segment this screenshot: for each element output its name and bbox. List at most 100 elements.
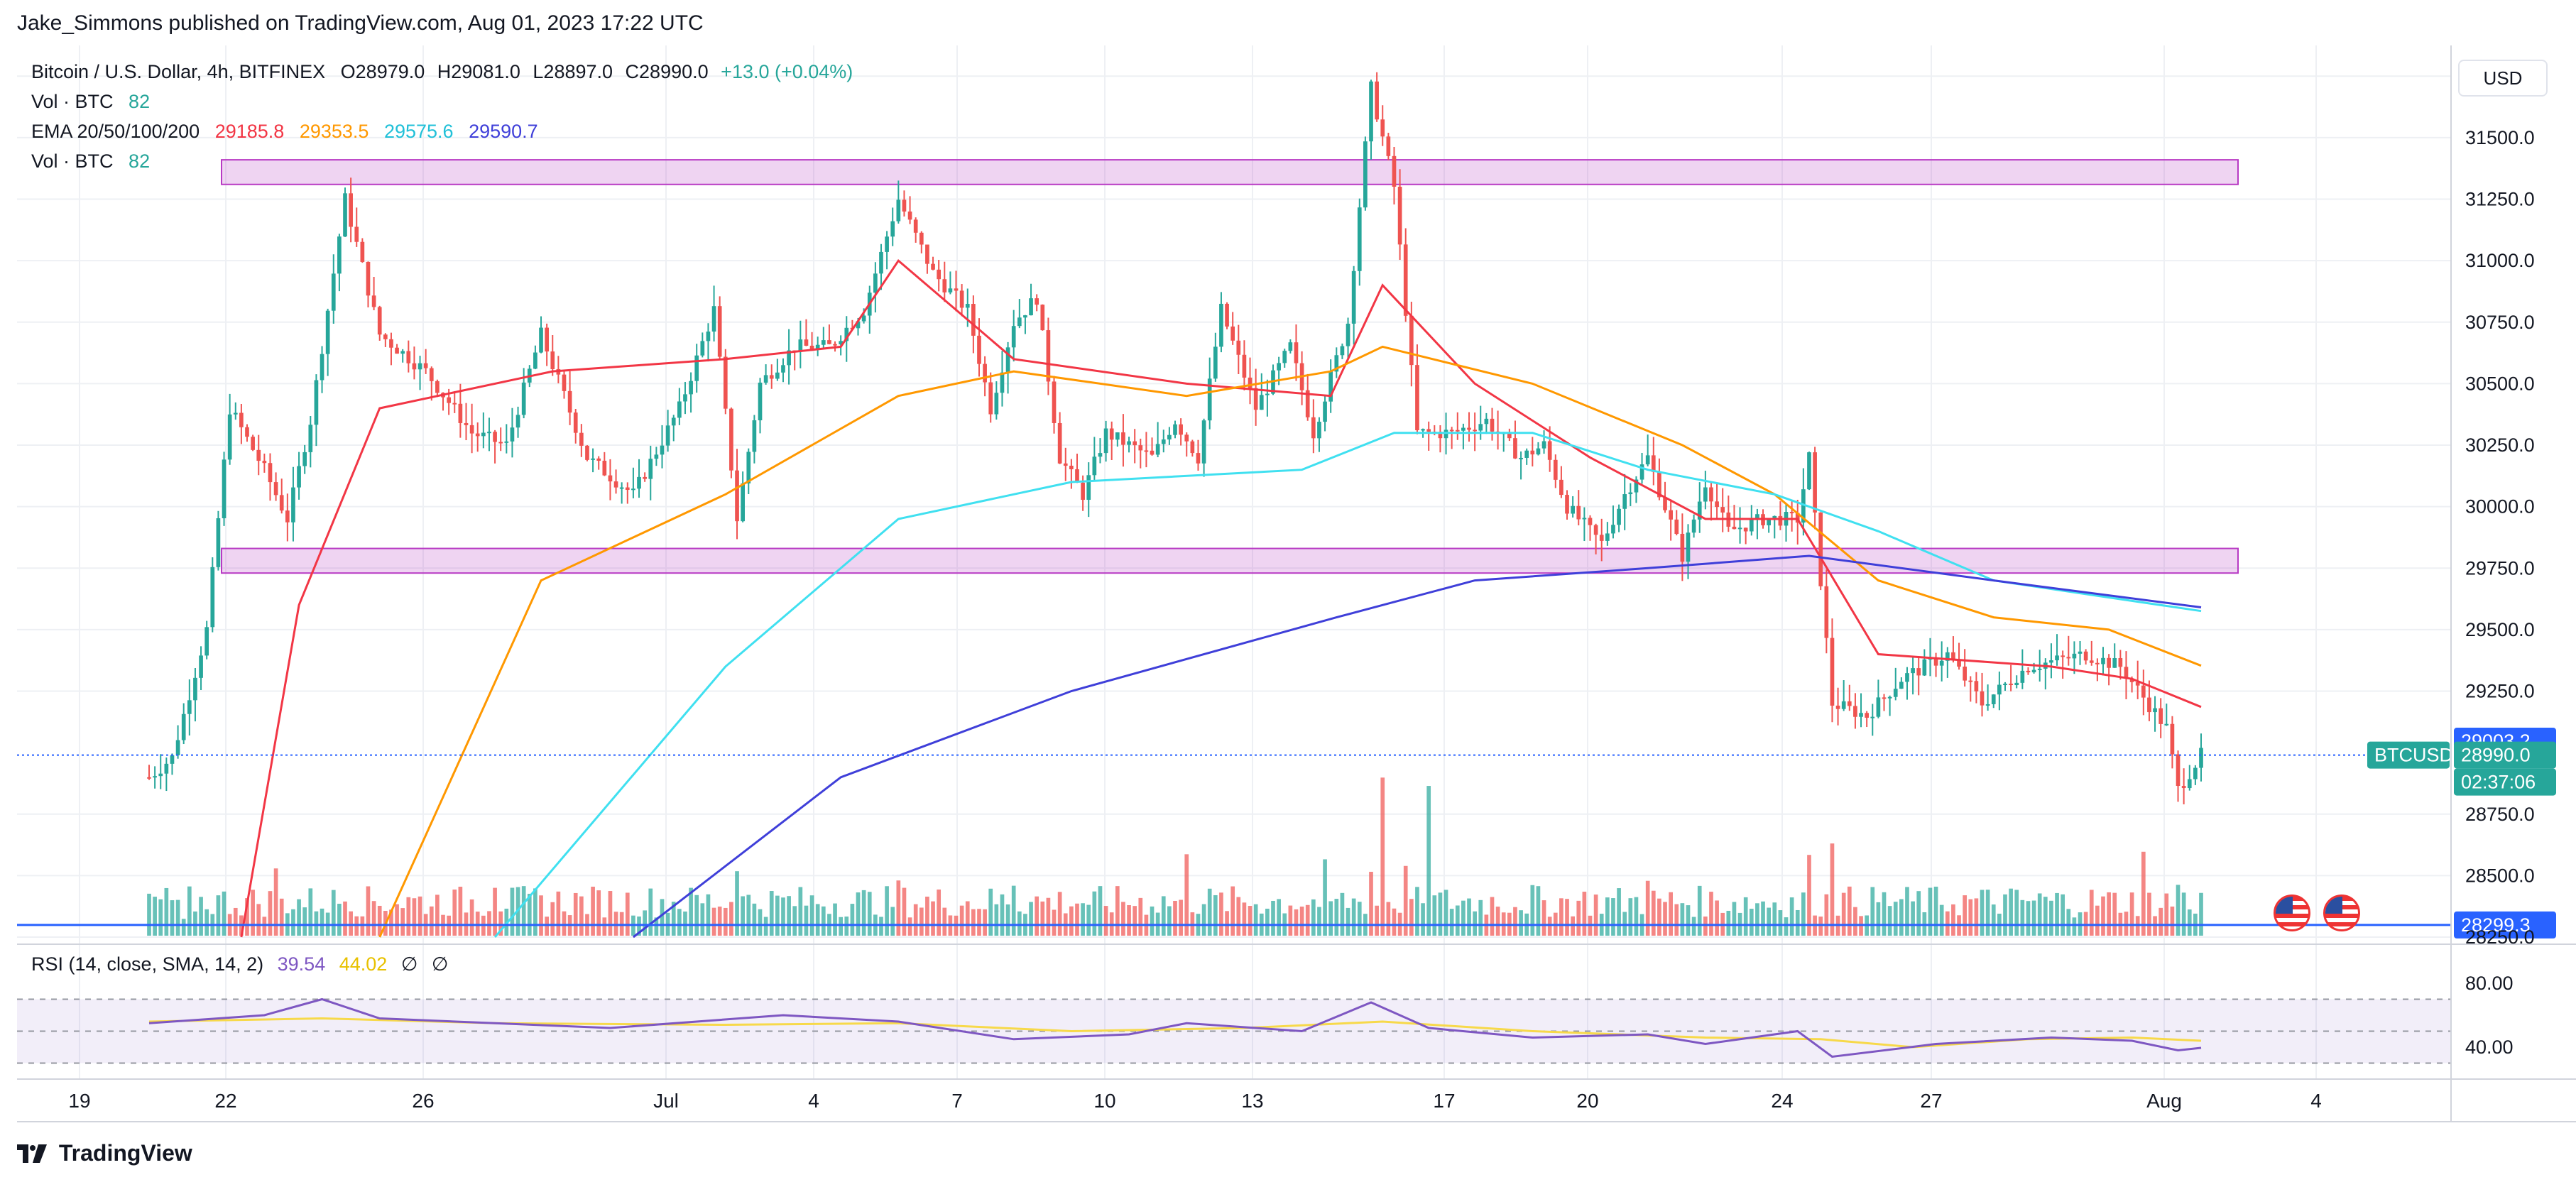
candle-body xyxy=(1421,429,1425,431)
candle-body xyxy=(1265,393,1270,395)
volume-bar xyxy=(187,886,192,936)
currency-button[interactable]: USD xyxy=(2458,60,2548,97)
candle-body xyxy=(821,340,826,345)
volume-bar xyxy=(902,887,907,936)
volume-bar xyxy=(366,886,371,936)
volume-bar xyxy=(821,906,826,936)
volume-bar xyxy=(844,917,849,936)
candle-body xyxy=(1473,430,1477,432)
volume-bar xyxy=(291,909,295,936)
volume-bar xyxy=(2014,890,2019,936)
tradingview-logo[interactable]: TradingView xyxy=(17,1140,192,1166)
volume-bar xyxy=(493,887,497,936)
volume-bar xyxy=(781,897,785,936)
candle-body xyxy=(2193,767,2198,780)
candle-body xyxy=(1248,377,1252,388)
candle-body xyxy=(2078,651,2083,654)
candle-body xyxy=(1467,427,1471,430)
candle-body xyxy=(654,454,659,459)
candle-body xyxy=(193,677,197,701)
candle-body xyxy=(729,408,733,471)
candle-body xyxy=(1939,660,1944,666)
candle-body xyxy=(1905,673,1909,682)
volume-bar xyxy=(371,901,376,936)
countdown-label-box xyxy=(2454,768,2556,796)
volume-bar xyxy=(971,909,976,936)
volume-bar xyxy=(279,898,284,936)
ema100-line xyxy=(493,432,2202,938)
volume-bar xyxy=(1415,887,1419,936)
volume-bar xyxy=(1161,896,1166,936)
volume-bar xyxy=(1911,901,1915,936)
ema50-value: 29353.5 xyxy=(299,121,369,142)
candle-body xyxy=(2199,748,2203,768)
candle-body xyxy=(694,355,699,381)
ema-legend[interactable]: EMA 20/50/100/200 29185.8 29353.5 29575.… xyxy=(31,121,548,143)
publisher-byline: Jake_Simmons published on TradingView.co… xyxy=(17,11,704,35)
candles xyxy=(147,72,2203,804)
candle-body xyxy=(314,380,319,425)
candle-body xyxy=(1835,705,1840,709)
volume-bar xyxy=(1674,904,1679,936)
candle-body xyxy=(1553,459,1558,480)
time-tick-label: 19 xyxy=(68,1090,90,1112)
price-zone-1 xyxy=(221,547,2239,574)
rsi-legend[interactable]: RSI (14, close, SMA, 14, 2) 39.54 44.02 … xyxy=(31,953,448,975)
candle-body xyxy=(2129,679,2134,682)
us-event-flag-icon-2[interactable] xyxy=(2323,895,2360,931)
volume-legend-2[interactable]: Vol · BTC 82 xyxy=(31,151,160,173)
volume-bar xyxy=(1294,909,1299,936)
candle-body xyxy=(175,740,180,755)
price-tick-label: 30500.0 xyxy=(2465,373,2535,394)
volume-bar xyxy=(2009,888,2013,936)
volume-bar xyxy=(1680,903,1685,936)
candle-body xyxy=(1029,298,1033,316)
candle-body xyxy=(1190,441,1195,454)
volume-bar xyxy=(1974,898,1979,936)
candle-body xyxy=(423,363,428,368)
candle-body xyxy=(1813,452,1817,513)
volume-bar xyxy=(683,911,687,936)
candle-body xyxy=(481,432,486,437)
candle-body xyxy=(1046,330,1051,382)
candle-body xyxy=(585,445,589,460)
candle-body xyxy=(804,339,809,346)
candle-body xyxy=(2135,682,2140,686)
candle-body xyxy=(521,382,526,415)
volume-bar xyxy=(1421,903,1425,936)
candle-body xyxy=(1317,422,1321,439)
volume-bar xyxy=(1069,906,1074,936)
candle-body xyxy=(1294,342,1299,363)
candle-body xyxy=(1945,652,1950,661)
volume-bar xyxy=(1939,904,1944,936)
candle-body xyxy=(1305,390,1310,417)
candle-body xyxy=(1242,354,1247,378)
candle-body xyxy=(1127,441,1131,445)
volume-bar xyxy=(867,892,872,936)
candle-body xyxy=(1057,422,1062,464)
volume-bar xyxy=(1605,897,1610,936)
volume-bar xyxy=(850,904,855,936)
volume-bar xyxy=(1726,910,1731,936)
volume-bar xyxy=(965,901,970,936)
volume-legend[interactable]: Vol · BTC 82 xyxy=(31,91,160,113)
ohlc-high: H29081.0 xyxy=(437,61,520,82)
volume-bar xyxy=(400,908,405,936)
candle-body xyxy=(464,422,469,425)
volume-bar xyxy=(1755,903,1759,936)
us-event-flag-icon[interactable] xyxy=(2274,895,2310,931)
volume-bar xyxy=(729,902,733,936)
candle-body xyxy=(1663,497,1667,510)
volume-bar xyxy=(1369,872,1373,936)
candle-body xyxy=(1519,457,1523,459)
candle-body xyxy=(435,381,440,393)
candle-body xyxy=(383,334,388,339)
price-tick-label: 31500.0 xyxy=(2465,127,2535,148)
candle-body xyxy=(925,244,929,264)
time-tick-label: 24 xyxy=(1771,1090,1793,1112)
volume-bar xyxy=(2181,892,2186,936)
candle-body xyxy=(1513,438,1517,459)
symbol-legend[interactable]: Bitcoin / U.S. Dollar, 4h, BITFINEX O289… xyxy=(31,61,863,83)
ohlc-low: L28897.0 xyxy=(533,61,613,82)
